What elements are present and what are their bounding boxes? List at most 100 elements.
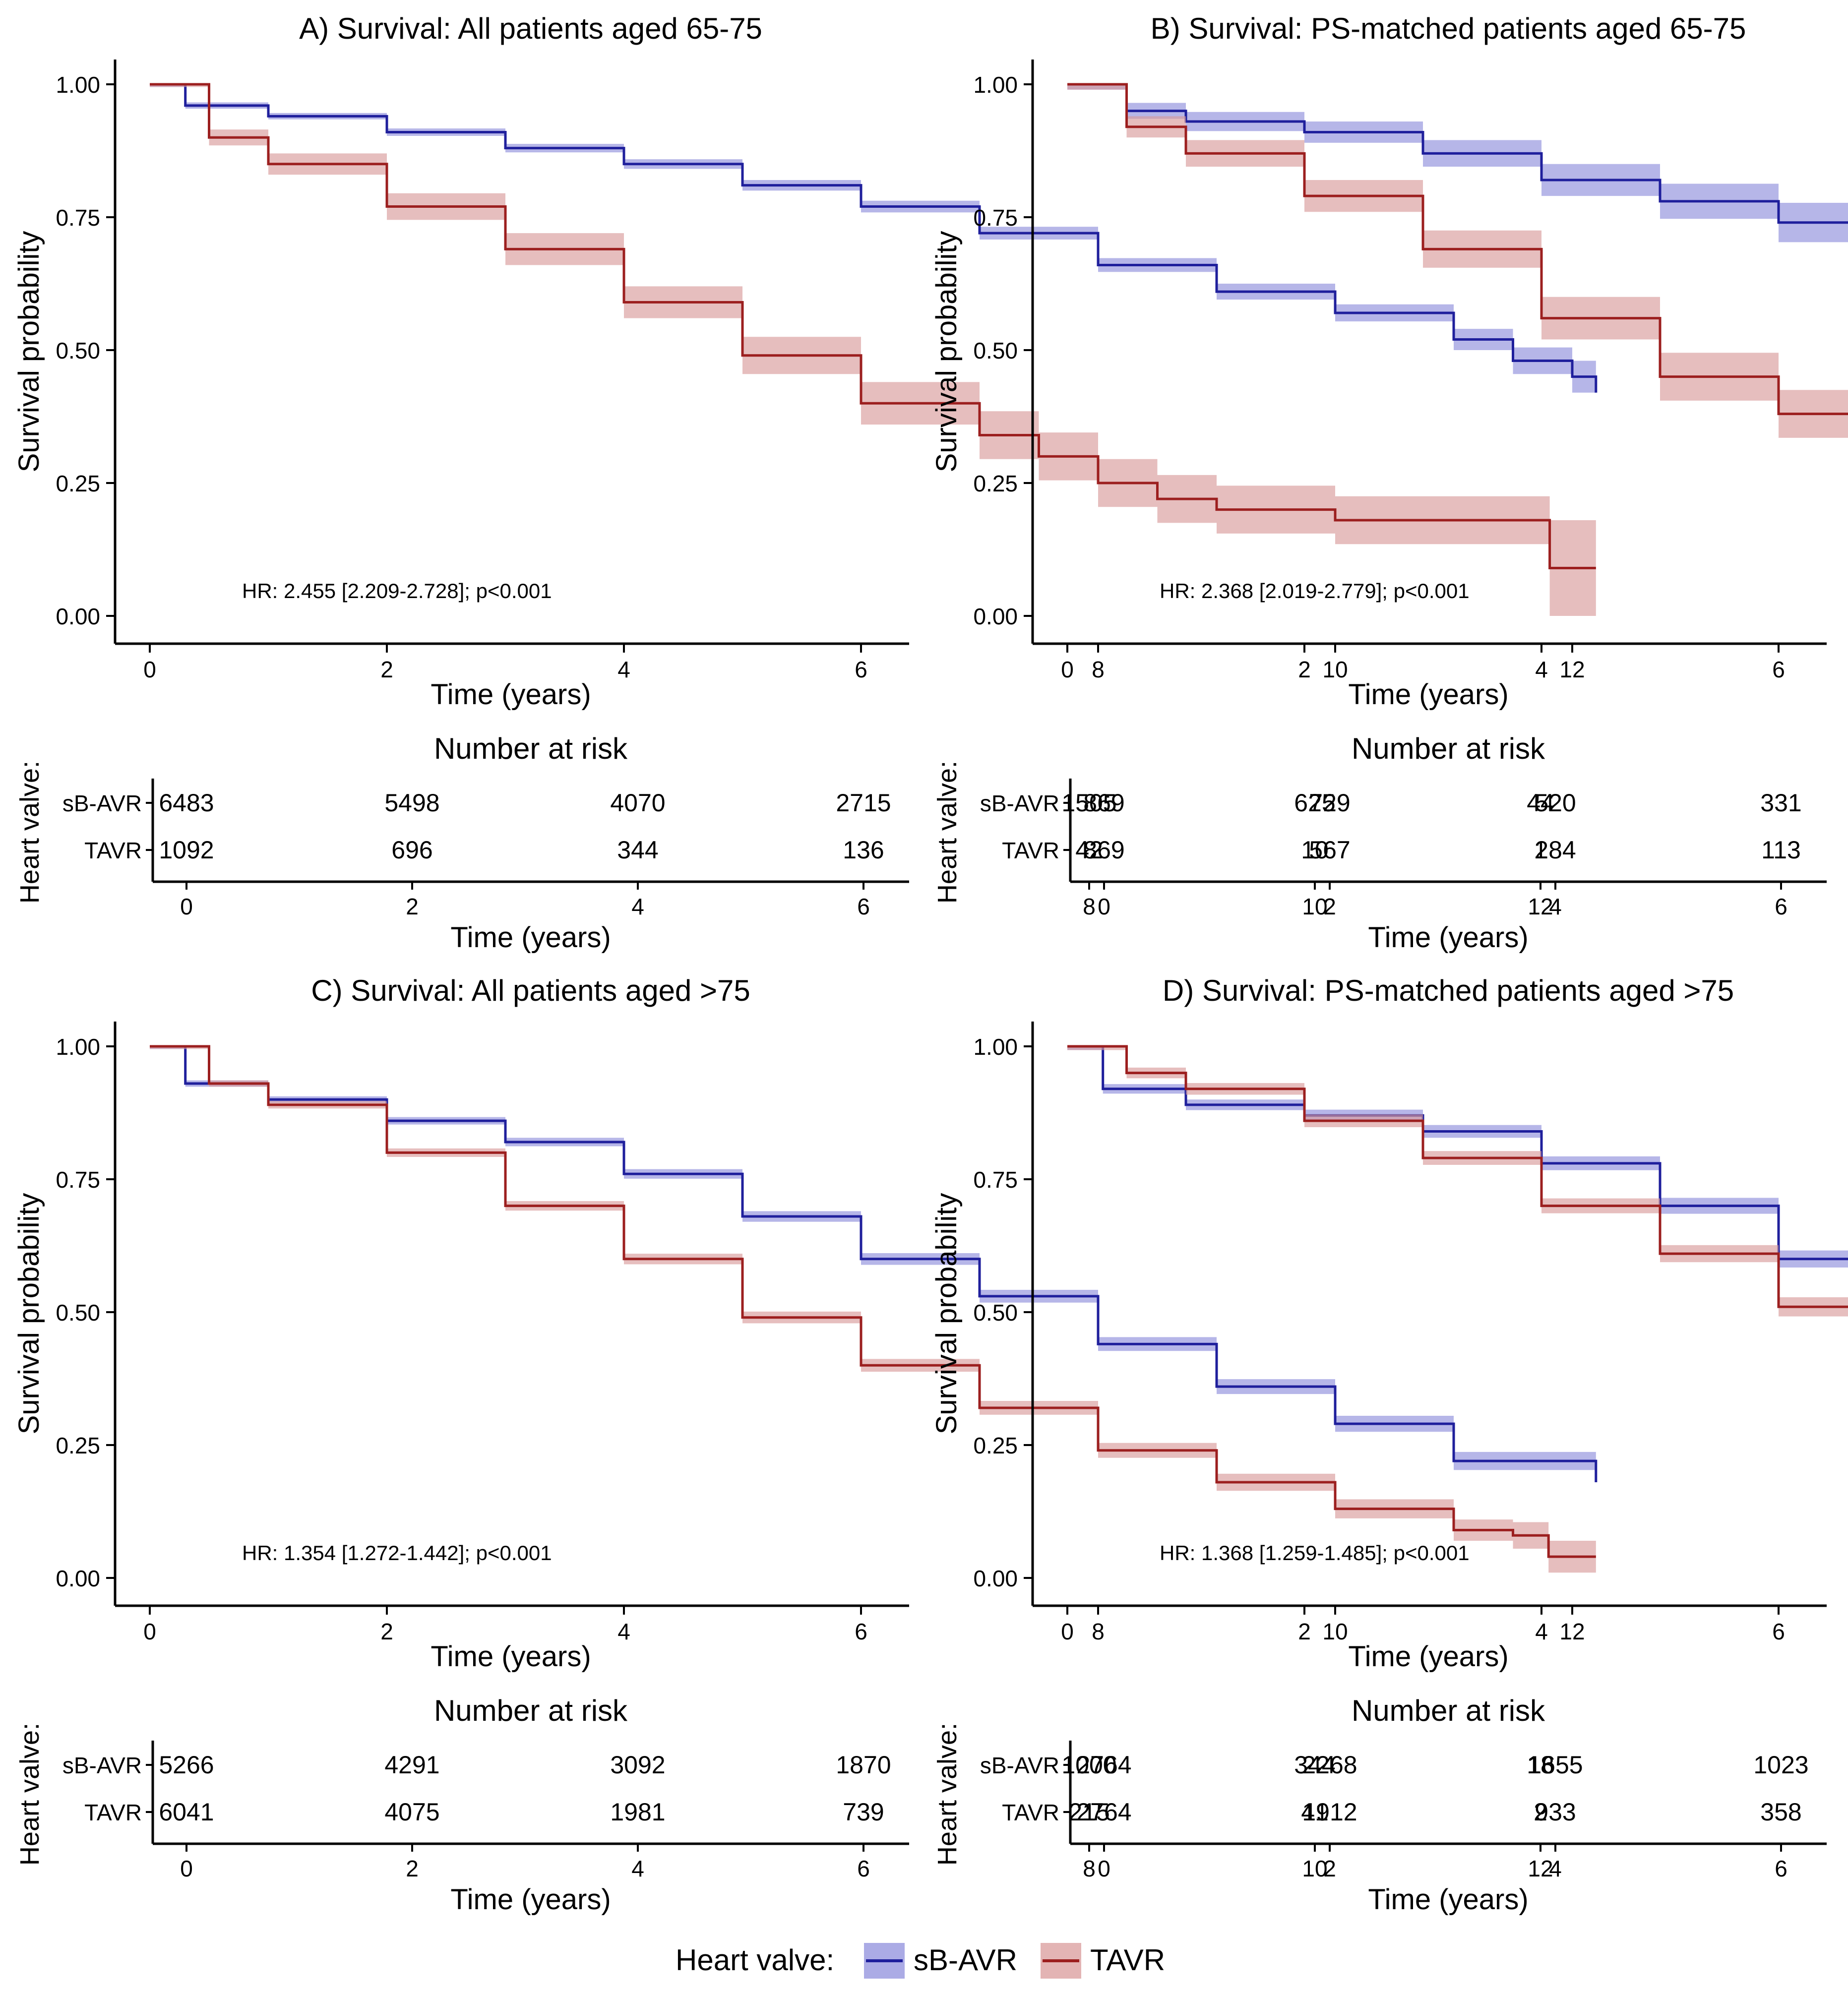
risk-count: 44 (1527, 789, 1554, 817)
x-tick-label: 0 (1061, 1619, 1074, 1644)
x-tick-label: 6 (855, 657, 867, 682)
y-axis-label: Survival probability (13, 231, 45, 473)
panel-title: D) Survival: PS-matched patients aged >7… (1163, 974, 1734, 1007)
risk-x-tick-label: 12 (1528, 894, 1553, 919)
risk-count: 358 (1760, 1798, 1801, 1826)
risk-x-tick-label: 4 (1549, 894, 1562, 919)
survival-line-sbavr (150, 83, 1598, 393)
y-axis-label: Survival probability (13, 1193, 45, 1435)
hazard-ratio-text: HR: 1.368 [1.259-1.485]; p<0.001 (1160, 1541, 1470, 1565)
risk-table-side-label: Heart valve: (15, 761, 45, 904)
x-tick-label: 6 (1772, 1619, 1785, 1644)
y-tick-label: 1.00 (973, 72, 1018, 98)
legend-title: Heart valve: (676, 1943, 834, 1977)
x-tick-label: 4 (1535, 1619, 1548, 1644)
x-tick-label: 2 (1298, 657, 1311, 682)
risk-count: 136 (843, 836, 884, 864)
risk-table-title: Number at risk (434, 1694, 628, 1727)
hazard-ratio-text: HR: 2.455 [2.209-2.728]; p<0.001 (242, 579, 552, 603)
x-axis-label: Time (years) (431, 1640, 591, 1673)
x-axis-label: Time (years) (1348, 678, 1508, 711)
y-tick-label: 0.75 (973, 205, 1018, 231)
hazard-ratio-text: HR: 2.368 [2.019-2.779]; p<0.001 (1160, 579, 1470, 603)
y-tick-label: 0.75 (56, 1167, 100, 1193)
panel-A: A) Survival: All patients aged 65-75 0.00… (13, 12, 1598, 954)
risk-x-tick-label: 2 (1323, 894, 1336, 919)
y-tick-label: 0.50 (56, 1300, 100, 1326)
x-tick-label: 2 (380, 657, 393, 682)
y-tick-label: 0.00 (56, 604, 100, 629)
y-tick-label: 0.75 (973, 1167, 1018, 1193)
y-tick-label: 0.25 (973, 1433, 1018, 1458)
risk-x-tick-label: 6 (1775, 894, 1787, 919)
x-tick-label: 8 (1092, 1619, 1105, 1644)
risk-count: 6483 (159, 789, 214, 817)
risk-table-title: Number at risk (1352, 732, 1545, 765)
risk-count: 113 (1761, 836, 1801, 864)
panel-C: C) Survival: All patients aged >75 0.00 0.… (13, 974, 1598, 1916)
x-tick-label: 6 (855, 1619, 867, 1644)
risk-count: 567 (1309, 836, 1350, 864)
risk-x-tick-label: 4 (631, 894, 644, 919)
y-tick-label: 0.25 (973, 471, 1018, 496)
risk-count: 1092 (159, 836, 214, 864)
panel-title: A) Survival: All patients aged 65-75 (299, 12, 762, 45)
y-tick-label: 0.00 (973, 604, 1018, 629)
panel-B: B) Survival: PS-matched patients aged 65… (930, 12, 1848, 954)
x-tick-label: 2 (380, 1619, 393, 1644)
panel-D: D) Survival: PS-matched patients aged >7… (930, 974, 1848, 1916)
survival-line-sbavr (1067, 1045, 1848, 1261)
risk-count: 696 (391, 836, 432, 864)
y-tick-label: 1.00 (56, 72, 100, 98)
risk-count: 42 (1075, 836, 1103, 864)
legend-item-label: TAVR (1090, 1943, 1165, 1977)
risk-count: 869 (1083, 836, 1124, 864)
risk-table-side-label: Heart valve: (932, 761, 962, 904)
y-tick-label: 0.50 (973, 1300, 1018, 1326)
risk-count: 215 (1068, 1798, 1109, 1826)
risk-table-title: Number at risk (434, 732, 628, 765)
y-tick-label: 0.50 (56, 338, 100, 363)
risk-row-label: sB-AVR (980, 790, 1059, 816)
risk-table-side-label: Heart valve: (15, 1723, 45, 1866)
risk-count: 10 (1301, 836, 1329, 864)
risk-count: 2268 (1302, 1751, 1357, 1779)
risk-table-side-label: Heart valve: (932, 1723, 962, 1866)
risk-count: 1981 (610, 1798, 665, 1826)
y-tick-label: 1.00 (56, 1034, 100, 1060)
risk-count: 4291 (384, 1751, 439, 1779)
x-tick-label: 6 (1772, 657, 1785, 682)
risk-x-tick-label: 0 (180, 1856, 193, 1881)
x-tick-label: 12 (1559, 657, 1585, 682)
risk-x-axis-label: Time (years) (1368, 1883, 1528, 1916)
risk-row-label: sB-AVR (62, 790, 142, 816)
risk-count: 1870 (836, 1751, 891, 1779)
risk-count: 5266 (159, 1751, 214, 1779)
risk-count: 933 (1535, 1798, 1576, 1826)
risk-x-tick-label: 12 (1528, 1856, 1553, 1881)
ci-band-sbavr (1067, 84, 1848, 242)
risk-x-axis-label: Time (years) (450, 921, 611, 954)
legend-item-label: sB-AVR (914, 1943, 1017, 1977)
panel-title: B) Survival: PS-matched patients aged 65… (1151, 12, 1746, 45)
risk-count: 1 (1534, 836, 1547, 864)
risk-count: 331 (1760, 789, 1801, 817)
risk-count: 1655 (1528, 1751, 1583, 1779)
y-tick-label: 0.25 (56, 1433, 100, 1458)
risk-count: 5498 (384, 789, 439, 817)
x-tick-label: 0 (1061, 657, 1074, 682)
x-tick-label: 2 (1298, 1619, 1311, 1644)
ci-band-sbavr (150, 1046, 1596, 1493)
y-tick-label: 0.00 (56, 1566, 100, 1591)
risk-count: 2 (1534, 1798, 1547, 1826)
risk-count: 18 (1527, 1751, 1554, 1779)
survival-line-tavr (150, 83, 1596, 570)
x-tick-label: 4 (617, 657, 630, 682)
x-tick-label: 4 (1535, 657, 1548, 682)
x-tick-label: 4 (617, 1619, 630, 1644)
risk-count: 4075 (384, 1798, 439, 1826)
ci-band-tavr (1067, 84, 1848, 438)
survival-line-tavr (150, 1045, 1596, 1558)
survival-line-tavr (1067, 83, 1848, 416)
risk-row-label: sB-AVR (980, 1752, 1059, 1778)
